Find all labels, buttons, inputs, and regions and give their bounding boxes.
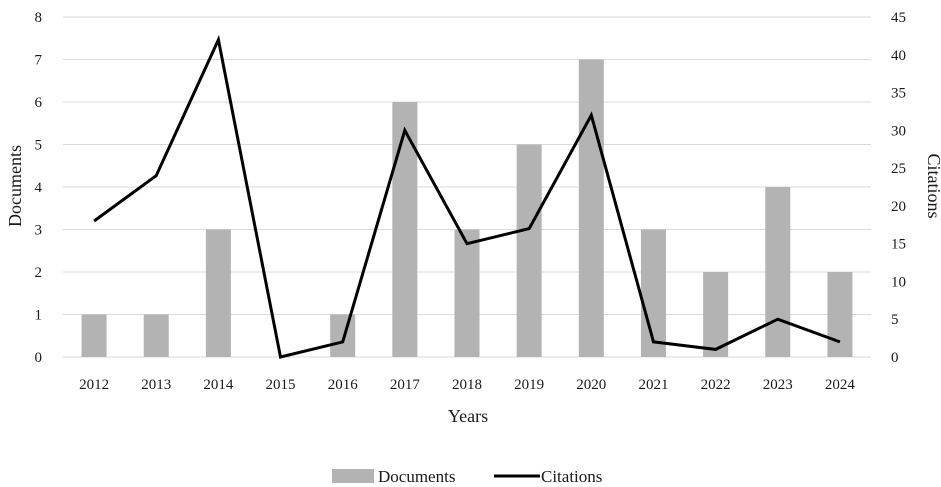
x-tick-label: 2024 <box>825 377 856 393</box>
x-tick-label: 2023 <box>763 377 793 393</box>
documents-bar <box>330 314 356 357</box>
documents-bar <box>454 229 480 357</box>
legend-documents-label: Documents <box>378 467 455 486</box>
x-tick-label: 2015 <box>266 377 296 393</box>
x-tick-label: 2022 <box>701 377 731 393</box>
x-axis-title: Years <box>448 406 488 426</box>
legend: Documents Citations <box>332 467 602 486</box>
x-tick-label: 2016 <box>328 377 359 393</box>
right-tick-label: 10 <box>891 274 906 290</box>
documents-bar <box>765 187 791 357</box>
left-tick-label: 8 <box>35 10 43 26</box>
left-axis-ticks: 0 1 2 3 4 5 6 7 8 <box>35 10 43 366</box>
x-tick-label: 2018 <box>452 377 482 393</box>
documents-bar <box>392 102 418 357</box>
left-tick-label: 3 <box>35 223 43 239</box>
left-tick-label: 2 <box>35 265 43 281</box>
legend-citations-label: Citations <box>541 467 602 486</box>
left-tick-label: 5 <box>35 138 43 154</box>
right-tick-label: 45 <box>891 10 906 26</box>
x-tick-label: 2019 <box>514 377 544 393</box>
citations-line <box>93 34 841 359</box>
x-tick-label: 2021 <box>638 377 668 393</box>
right-tick-label: 0 <box>891 350 899 366</box>
documents-bars <box>81 59 853 357</box>
right-tick-label: 30 <box>891 123 906 139</box>
documents-bar <box>516 144 542 357</box>
left-tick-label: 1 <box>35 308 43 324</box>
right-axis-ticks: 0 5 10 15 20 25 30 35 40 45 <box>891 10 906 366</box>
x-tick-label: 2013 <box>141 377 171 393</box>
left-axis-title: Documents <box>5 145 25 227</box>
right-tick-label: 25 <box>891 161 906 177</box>
gridlines <box>63 16 871 358</box>
right-axis-title: Citations <box>924 153 941 218</box>
left-tick-label: 6 <box>35 95 43 111</box>
documents-bar <box>703 272 729 357</box>
right-tick-label: 15 <box>891 237 906 253</box>
documents-bar <box>640 229 666 357</box>
documents-bar <box>81 314 107 357</box>
left-tick-label: 4 <box>35 180 43 196</box>
right-tick-label: 35 <box>891 86 906 102</box>
documents-bar <box>205 229 231 357</box>
right-tick-label: 40 <box>891 48 906 64</box>
left-tick-label: 0 <box>35 350 43 366</box>
documents-bar <box>143 314 169 357</box>
documents-bar <box>827 272 853 357</box>
x-axis-ticks: 2012 2013 2014 2015 2016 2017 2018 2019 2020 2021… <box>79 377 855 393</box>
documents-bar <box>578 59 604 357</box>
left-tick-label: 7 <box>35 53 43 69</box>
x-tick-label: 2020 <box>576 377 606 393</box>
right-tick-label: 20 <box>891 199 906 215</box>
x-tick-label: 2017 <box>390 377 421 393</box>
x-tick-label: 2012 <box>79 377 109 393</box>
x-tick-label: 2014 <box>203 377 234 393</box>
right-tick-label: 5 <box>891 312 899 328</box>
legend-documents-swatch <box>332 469 374 483</box>
